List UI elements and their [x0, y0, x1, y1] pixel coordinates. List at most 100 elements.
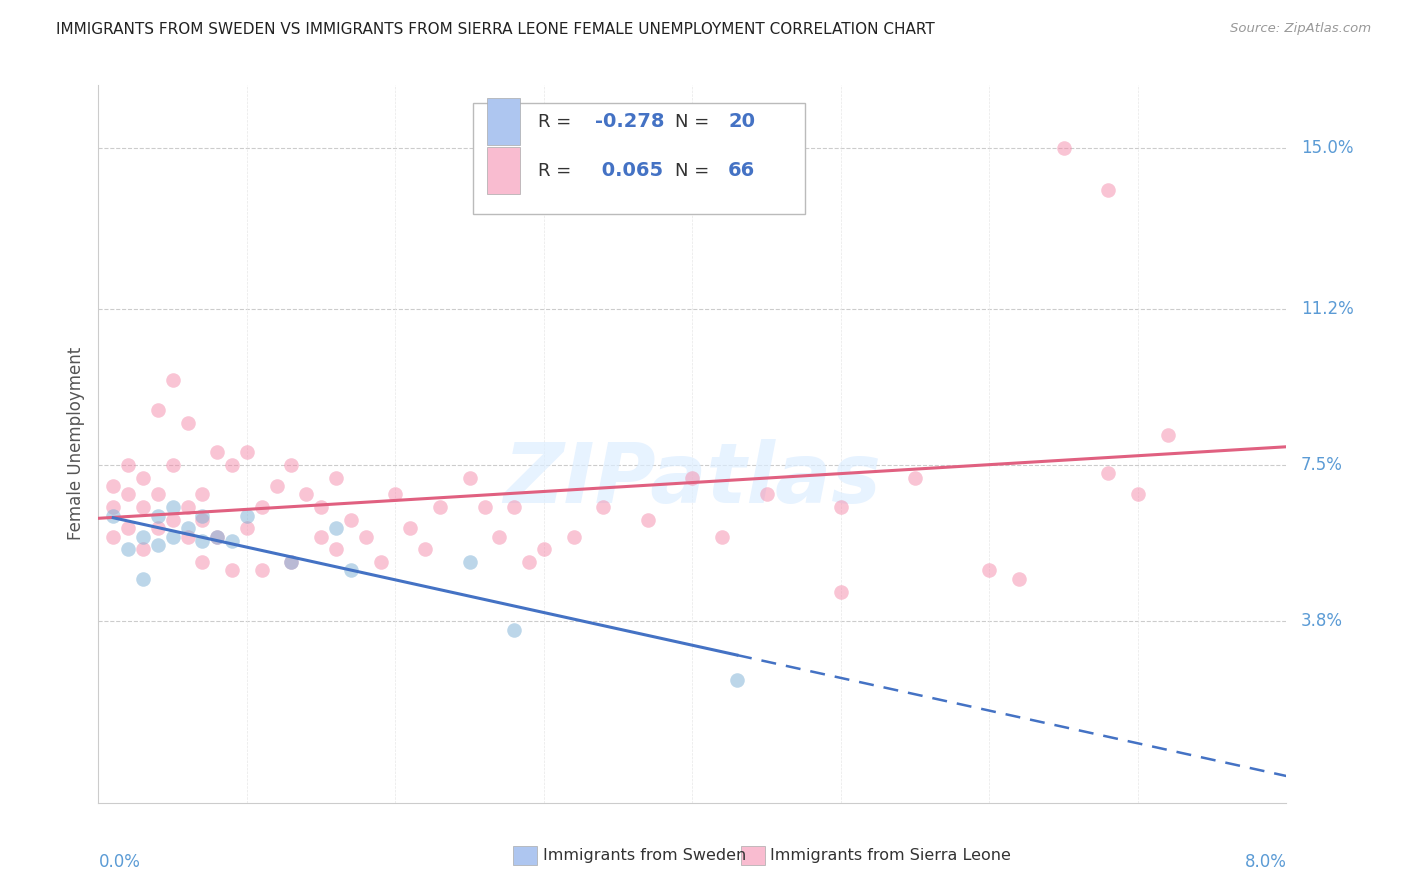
- Text: 7.5%: 7.5%: [1301, 456, 1343, 474]
- Point: [162, 500, 184, 515]
- Point: [146, 487, 169, 501]
- Point: [325, 542, 347, 557]
- Point: [280, 555, 302, 569]
- Point: [280, 555, 302, 569]
- Point: [725, 673, 748, 688]
- Text: N =: N =: [675, 112, 714, 130]
- Text: R =: R =: [538, 112, 576, 130]
- Point: [162, 530, 184, 544]
- Point: [132, 500, 155, 515]
- Point: [221, 564, 243, 578]
- Point: [191, 555, 214, 569]
- Point: [117, 458, 139, 472]
- Point: [711, 530, 734, 544]
- Point: [117, 542, 139, 557]
- Point: [1097, 467, 1119, 481]
- Text: 66: 66: [728, 161, 755, 180]
- Point: [830, 584, 852, 599]
- Point: [250, 564, 273, 578]
- Point: [309, 500, 332, 515]
- Text: Immigrants from Sweden: Immigrants from Sweden: [543, 848, 747, 863]
- Point: [117, 521, 139, 535]
- Point: [221, 458, 243, 472]
- Point: [191, 533, 214, 548]
- Point: [309, 530, 332, 544]
- Y-axis label: Female Unemployment: Female Unemployment: [66, 347, 84, 541]
- Point: [830, 500, 852, 515]
- Point: [146, 538, 169, 552]
- Text: 3.8%: 3.8%: [1301, 612, 1343, 630]
- Point: [562, 530, 585, 544]
- Text: 15.0%: 15.0%: [1301, 139, 1353, 157]
- FancyBboxPatch shape: [486, 147, 520, 194]
- Point: [295, 487, 318, 501]
- Point: [325, 470, 347, 484]
- Point: [236, 508, 259, 523]
- Point: [176, 521, 198, 535]
- Point: [221, 533, 243, 548]
- Point: [517, 555, 540, 569]
- Point: [280, 458, 302, 472]
- Point: [191, 487, 214, 501]
- Point: [103, 479, 125, 493]
- Point: [1097, 183, 1119, 197]
- Point: [370, 555, 392, 569]
- Text: 11.2%: 11.2%: [1301, 300, 1354, 318]
- FancyBboxPatch shape: [486, 98, 520, 145]
- Point: [132, 542, 155, 557]
- Point: [1053, 141, 1076, 155]
- Point: [103, 500, 125, 515]
- Point: [132, 530, 155, 544]
- Point: [503, 500, 526, 515]
- Text: N =: N =: [675, 161, 714, 179]
- Point: [1126, 487, 1149, 501]
- Point: [904, 470, 927, 484]
- Text: R =: R =: [538, 161, 576, 179]
- FancyBboxPatch shape: [472, 103, 806, 214]
- Text: 0.065: 0.065: [595, 161, 664, 180]
- Point: [176, 530, 198, 544]
- Text: 0.0%: 0.0%: [98, 854, 141, 871]
- Point: [340, 564, 363, 578]
- Point: [207, 445, 229, 459]
- Point: [162, 513, 184, 527]
- Point: [146, 521, 169, 535]
- Point: [191, 513, 214, 527]
- Point: [103, 530, 125, 544]
- Point: [592, 500, 614, 515]
- Point: [132, 470, 155, 484]
- Text: Source: ZipAtlas.com: Source: ZipAtlas.com: [1230, 22, 1371, 36]
- Point: [176, 416, 198, 430]
- Point: [236, 445, 259, 459]
- Point: [384, 487, 406, 501]
- Point: [162, 373, 184, 387]
- Point: [533, 542, 555, 557]
- Text: 8.0%: 8.0%: [1244, 854, 1286, 871]
- Point: [1008, 572, 1031, 586]
- Point: [458, 555, 481, 569]
- Point: [340, 513, 363, 527]
- Point: [681, 470, 703, 484]
- Point: [458, 470, 481, 484]
- Point: [117, 487, 139, 501]
- Text: IMMIGRANTS FROM SWEDEN VS IMMIGRANTS FROM SIERRA LEONE FEMALE UNEMPLOYMENT CORRE: IMMIGRANTS FROM SWEDEN VS IMMIGRANTS FRO…: [56, 22, 935, 37]
- Point: [325, 521, 347, 535]
- Text: -0.278: -0.278: [595, 112, 665, 131]
- Point: [103, 508, 125, 523]
- Point: [979, 564, 1001, 578]
- Point: [176, 500, 198, 515]
- Point: [207, 530, 229, 544]
- Text: 20: 20: [728, 112, 755, 131]
- Point: [354, 530, 377, 544]
- Point: [429, 500, 451, 515]
- Point: [399, 521, 422, 535]
- Point: [474, 500, 496, 515]
- Text: Immigrants from Sierra Leone: Immigrants from Sierra Leone: [770, 848, 1011, 863]
- Point: [250, 500, 273, 515]
- Point: [488, 530, 510, 544]
- Text: ZIPatlas: ZIPatlas: [503, 439, 882, 520]
- Point: [146, 508, 169, 523]
- Point: [162, 458, 184, 472]
- Point: [1156, 428, 1178, 442]
- Point: [503, 623, 526, 637]
